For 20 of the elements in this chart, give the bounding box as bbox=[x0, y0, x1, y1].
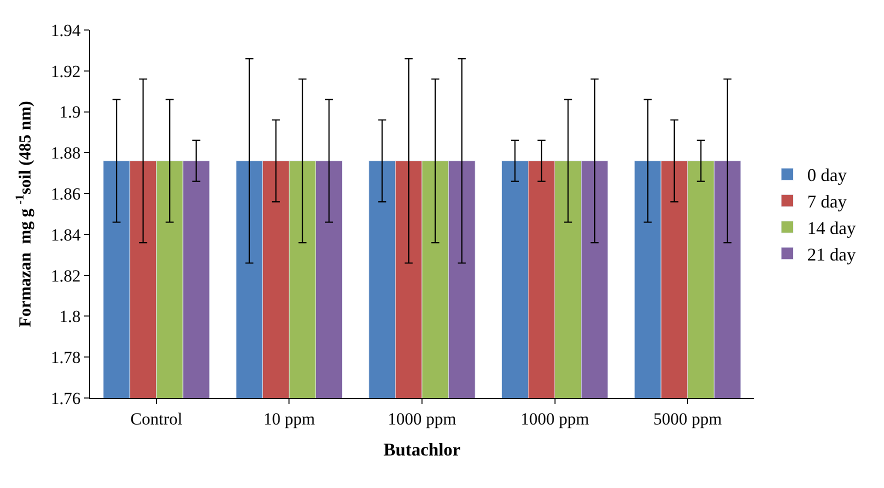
x-axis-title: Butachlor bbox=[383, 440, 461, 460]
x-tick-label: 1000 ppm bbox=[520, 409, 590, 428]
y-tick-label: 1.88 bbox=[50, 144, 81, 163]
legend-label: 7 day bbox=[807, 192, 847, 212]
y-tick-label: 1.86 bbox=[50, 184, 81, 204]
x-tick-label: 1000 ppm bbox=[388, 409, 456, 428]
legend-label: 14 day bbox=[807, 218, 856, 238]
x-tick-label: 10 ppm bbox=[263, 409, 315, 428]
y-tick-label: 1.82 bbox=[50, 266, 81, 286]
x-tick-label: 5000 ppm bbox=[653, 409, 722, 428]
y-tick-label: 1.76 bbox=[50, 388, 81, 408]
y-tick-label: 1.84 bbox=[50, 225, 82, 244]
y-tick-label: 1.8 bbox=[59, 307, 81, 326]
x-tick-label: Control bbox=[130, 409, 183, 428]
legend-label: 0 day bbox=[807, 165, 847, 186]
y-tick-label: 1.92 bbox=[50, 62, 81, 81]
legend-label: 21 day bbox=[807, 244, 856, 264]
y-tick-label: 1.94 bbox=[50, 20, 82, 40]
y-tick-label: 1.9 bbox=[59, 102, 81, 122]
y-tick-label: 1.78 bbox=[50, 348, 81, 368]
